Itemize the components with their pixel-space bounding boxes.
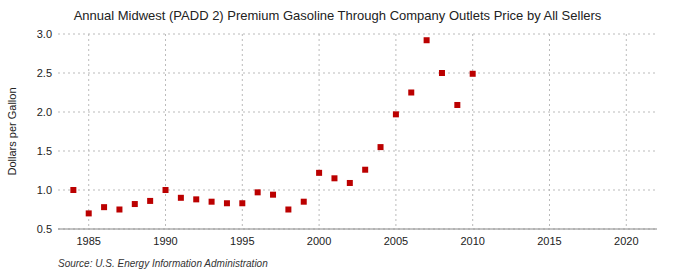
y-tick-label: 3.0 (37, 28, 52, 40)
y-tick-label: 1.5 (37, 145, 52, 157)
y-tick-label: 1.0 (37, 184, 52, 196)
y-tick-label: 2.5 (37, 67, 52, 79)
point (270, 192, 276, 198)
x-grid-line (242, 34, 243, 229)
point (378, 144, 384, 150)
x-tick-label: 2010 (460, 235, 484, 247)
x-tick-label: 1985 (76, 235, 100, 247)
x-tick-label: 2005 (384, 235, 408, 247)
y-grid-line (58, 151, 657, 152)
point (116, 207, 122, 213)
point (424, 37, 430, 43)
chart-container: Annual Midwest (PADD 2) Premium Gasoline… (0, 0, 675, 275)
x-tick-label: 2000 (307, 235, 331, 247)
point (147, 198, 153, 204)
x-grid-line (626, 34, 627, 229)
axes: 0.5 1.0 1.5 2.0 2.5 3.0 1985 1990 1995 2000 2005 20… (37, 28, 657, 247)
point (454, 102, 460, 108)
y-grid-line (58, 34, 657, 35)
y-grid-line (58, 73, 657, 74)
point (439, 70, 445, 76)
y-tick-label: 2.0 (37, 106, 52, 118)
point (178, 195, 184, 201)
point (408, 90, 414, 96)
point (470, 71, 476, 77)
x-axis-line (58, 229, 657, 230)
point (70, 187, 76, 193)
point (193, 196, 199, 202)
point (224, 200, 230, 206)
y-grid-line (58, 190, 657, 191)
point (316, 170, 322, 176)
chart: Annual Midwest (PADD 2) Premium Gasoline… (0, 0, 675, 275)
x-tick-label: 2015 (537, 235, 561, 247)
point (163, 187, 169, 193)
x-tick-label: 1990 (153, 235, 177, 247)
x-grid-line (472, 34, 473, 229)
y-tick-label: 0.5 (37, 223, 52, 235)
point (255, 189, 261, 195)
point (331, 175, 337, 181)
y-grid-line (58, 229, 657, 230)
point (393, 111, 399, 117)
point (239, 200, 245, 206)
annotation: Source: U.S. Energy Information Administ… (58, 258, 268, 269)
x-grid-line (165, 34, 166, 229)
point (347, 180, 353, 186)
point (86, 210, 92, 216)
point (209, 199, 215, 205)
x-grid-line (395, 34, 396, 229)
x-grid-line (319, 34, 320, 229)
x-grid-line (549, 34, 550, 229)
grid (58, 34, 657, 229)
point (285, 207, 291, 213)
y-axis-label: Dollars per Gallon (6, 87, 18, 175)
point (301, 199, 307, 205)
x-tick-label: 2020 (614, 235, 638, 247)
x-tick-label: 1995 (230, 235, 254, 247)
points (70, 37, 475, 216)
x-grid-line (88, 34, 89, 229)
title: Annual Midwest (PADD 2) Premium Gasoline… (74, 8, 602, 23)
y-grid-line (58, 112, 657, 113)
point (101, 204, 107, 210)
point (132, 201, 138, 207)
point (362, 167, 368, 173)
